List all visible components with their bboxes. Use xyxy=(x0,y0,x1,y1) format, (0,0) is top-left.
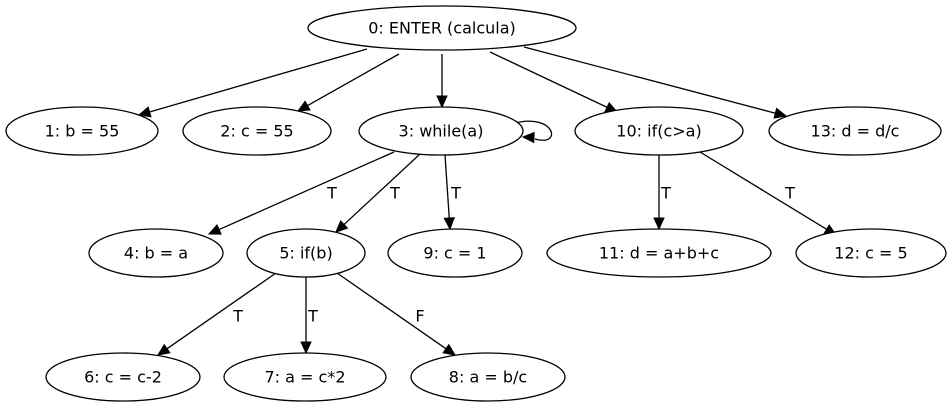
edge-3-to-9: T xyxy=(443,154,461,231)
node-6-label: 6: c = c-2 xyxy=(84,368,162,387)
node-12: 12: c = 5 xyxy=(795,228,947,278)
node-9-ellipse xyxy=(387,228,523,278)
node-0: 0: ENTER (calcula) xyxy=(307,5,577,51)
edge-0-to-3-arrowhead xyxy=(436,95,448,109)
edge-5-to-8: F xyxy=(336,272,456,356)
node-12-label: 12: c = 5 xyxy=(834,244,907,263)
edge-10-to-11-label: T xyxy=(660,184,671,203)
edge-0-to-10 xyxy=(489,51,619,113)
edge-5-to-8-line xyxy=(336,272,448,350)
node-7-label: 7: a = c*2 xyxy=(264,368,345,387)
edge-3-to-4-arrowhead xyxy=(207,224,222,235)
node-6-ellipse xyxy=(45,352,201,402)
node-3-ellipse xyxy=(358,106,524,156)
nodes-layer: 0: ENTER (calcula) 1: b = 55 2: c = 55 3: w… xyxy=(5,5,947,402)
edge-0-to-1-arrowhead xyxy=(137,106,152,118)
edge-3-to-3 xyxy=(514,120,553,144)
node-4: 4: b = a xyxy=(88,228,224,278)
node-1-ellipse xyxy=(5,106,159,156)
edge-5-to-7-label: T xyxy=(307,307,318,326)
node-11-ellipse xyxy=(546,228,772,278)
edge-0-to-10-line xyxy=(489,51,609,109)
edge-10-to-12: T xyxy=(699,151,838,236)
node-0-label: 0: ENTER (calcula) xyxy=(368,19,516,38)
node-10: 10: if(c>a) xyxy=(574,106,744,156)
node-6: 6: c = c-2 xyxy=(45,352,201,402)
edge-0-to-1-line xyxy=(148,48,368,113)
edge-0-to-13 xyxy=(523,46,788,119)
edge-5-to-8-arrowhead xyxy=(442,343,456,356)
edge-3-to-9-label: T xyxy=(450,184,461,203)
node-4-label: 4: b = a xyxy=(124,244,188,263)
node-5-ellipse xyxy=(246,228,366,278)
node-5-label: 5: if(b) xyxy=(279,244,332,263)
node-9: 9: c = 1 xyxy=(387,228,523,278)
node-2-label: 2: c = 55 xyxy=(220,122,293,141)
edge-5-to-6-arrowhead xyxy=(157,343,171,356)
node-7-ellipse xyxy=(223,352,387,402)
node-11-label: 11: d = a+b+c xyxy=(599,244,719,263)
edge-10-to-11: T xyxy=(653,155,671,231)
node-10-label: 10: if(c>a) xyxy=(616,122,701,141)
edge-5-to-6-label: T xyxy=(232,307,243,326)
node-0-ellipse xyxy=(307,5,577,51)
edge-0-to-3 xyxy=(436,54,448,109)
edge-0-to-2-line xyxy=(306,53,400,107)
node-13: 13: d = d/c xyxy=(768,106,942,156)
node-8-ellipse xyxy=(410,352,566,402)
edge-3-to-5-label: T xyxy=(389,184,400,203)
node-13-ellipse xyxy=(768,106,942,156)
edge-3-to-5-line xyxy=(342,153,421,226)
edge-10-to-11-arrowhead xyxy=(653,217,665,231)
edge-3-to-4-label: T xyxy=(326,184,337,203)
edge-5-to-7-arrowhead xyxy=(300,341,312,355)
node-11: 11: d = a+b+c xyxy=(546,228,772,278)
edge-3-to-3-arrowhead xyxy=(521,131,535,144)
node-12-ellipse xyxy=(795,228,947,278)
node-2: 2: c = 55 xyxy=(182,106,332,156)
node-9-label: 9: c = 1 xyxy=(423,244,486,263)
edge-0-to-1 xyxy=(137,48,368,118)
edge-5-to-6-line xyxy=(165,272,277,350)
node-1: 1: b = 55 xyxy=(5,106,159,156)
edge-5-to-7: T xyxy=(300,277,318,355)
edge-0-to-2-arrowhead xyxy=(296,100,311,112)
node-7: 7: a = c*2 xyxy=(223,352,387,402)
edge-3-to-4-line xyxy=(217,151,395,231)
node-13-label: 13: d = d/c xyxy=(811,122,900,141)
node-8: 8: a = b/c xyxy=(410,352,566,402)
node-5: 5: if(b) xyxy=(246,228,366,278)
edge-3-to-9-arrowhead xyxy=(443,217,455,231)
node-10-ellipse xyxy=(574,106,744,156)
edge-3-to-4: T xyxy=(207,151,395,235)
edge-5-to-8-label: F xyxy=(415,307,424,326)
edge-3-to-5-arrowhead xyxy=(335,219,349,233)
edge-5-to-6: T xyxy=(157,272,277,356)
node-3: 3: while(a) xyxy=(358,106,524,156)
edges-layer: T T T T T T T F xyxy=(137,46,838,356)
edge-3-to-5: T xyxy=(335,153,421,233)
edge-3-to-3-line xyxy=(514,120,553,141)
edge-3-to-9-line xyxy=(444,154,450,220)
node-2-ellipse xyxy=(182,106,332,156)
edge-0-to-13-line xyxy=(523,46,777,115)
edge-10-to-12-label: T xyxy=(784,184,795,203)
node-3-label: 3: while(a) xyxy=(399,122,484,141)
node-8-label: 8: a = b/c xyxy=(449,368,527,387)
node-4-ellipse xyxy=(88,228,224,278)
node-1-label: 1: b = 55 xyxy=(45,122,120,141)
edge-0-to-2 xyxy=(296,53,400,112)
edge-0-to-13-arrowhead xyxy=(773,107,788,119)
edge-10-to-12-line xyxy=(699,151,828,231)
